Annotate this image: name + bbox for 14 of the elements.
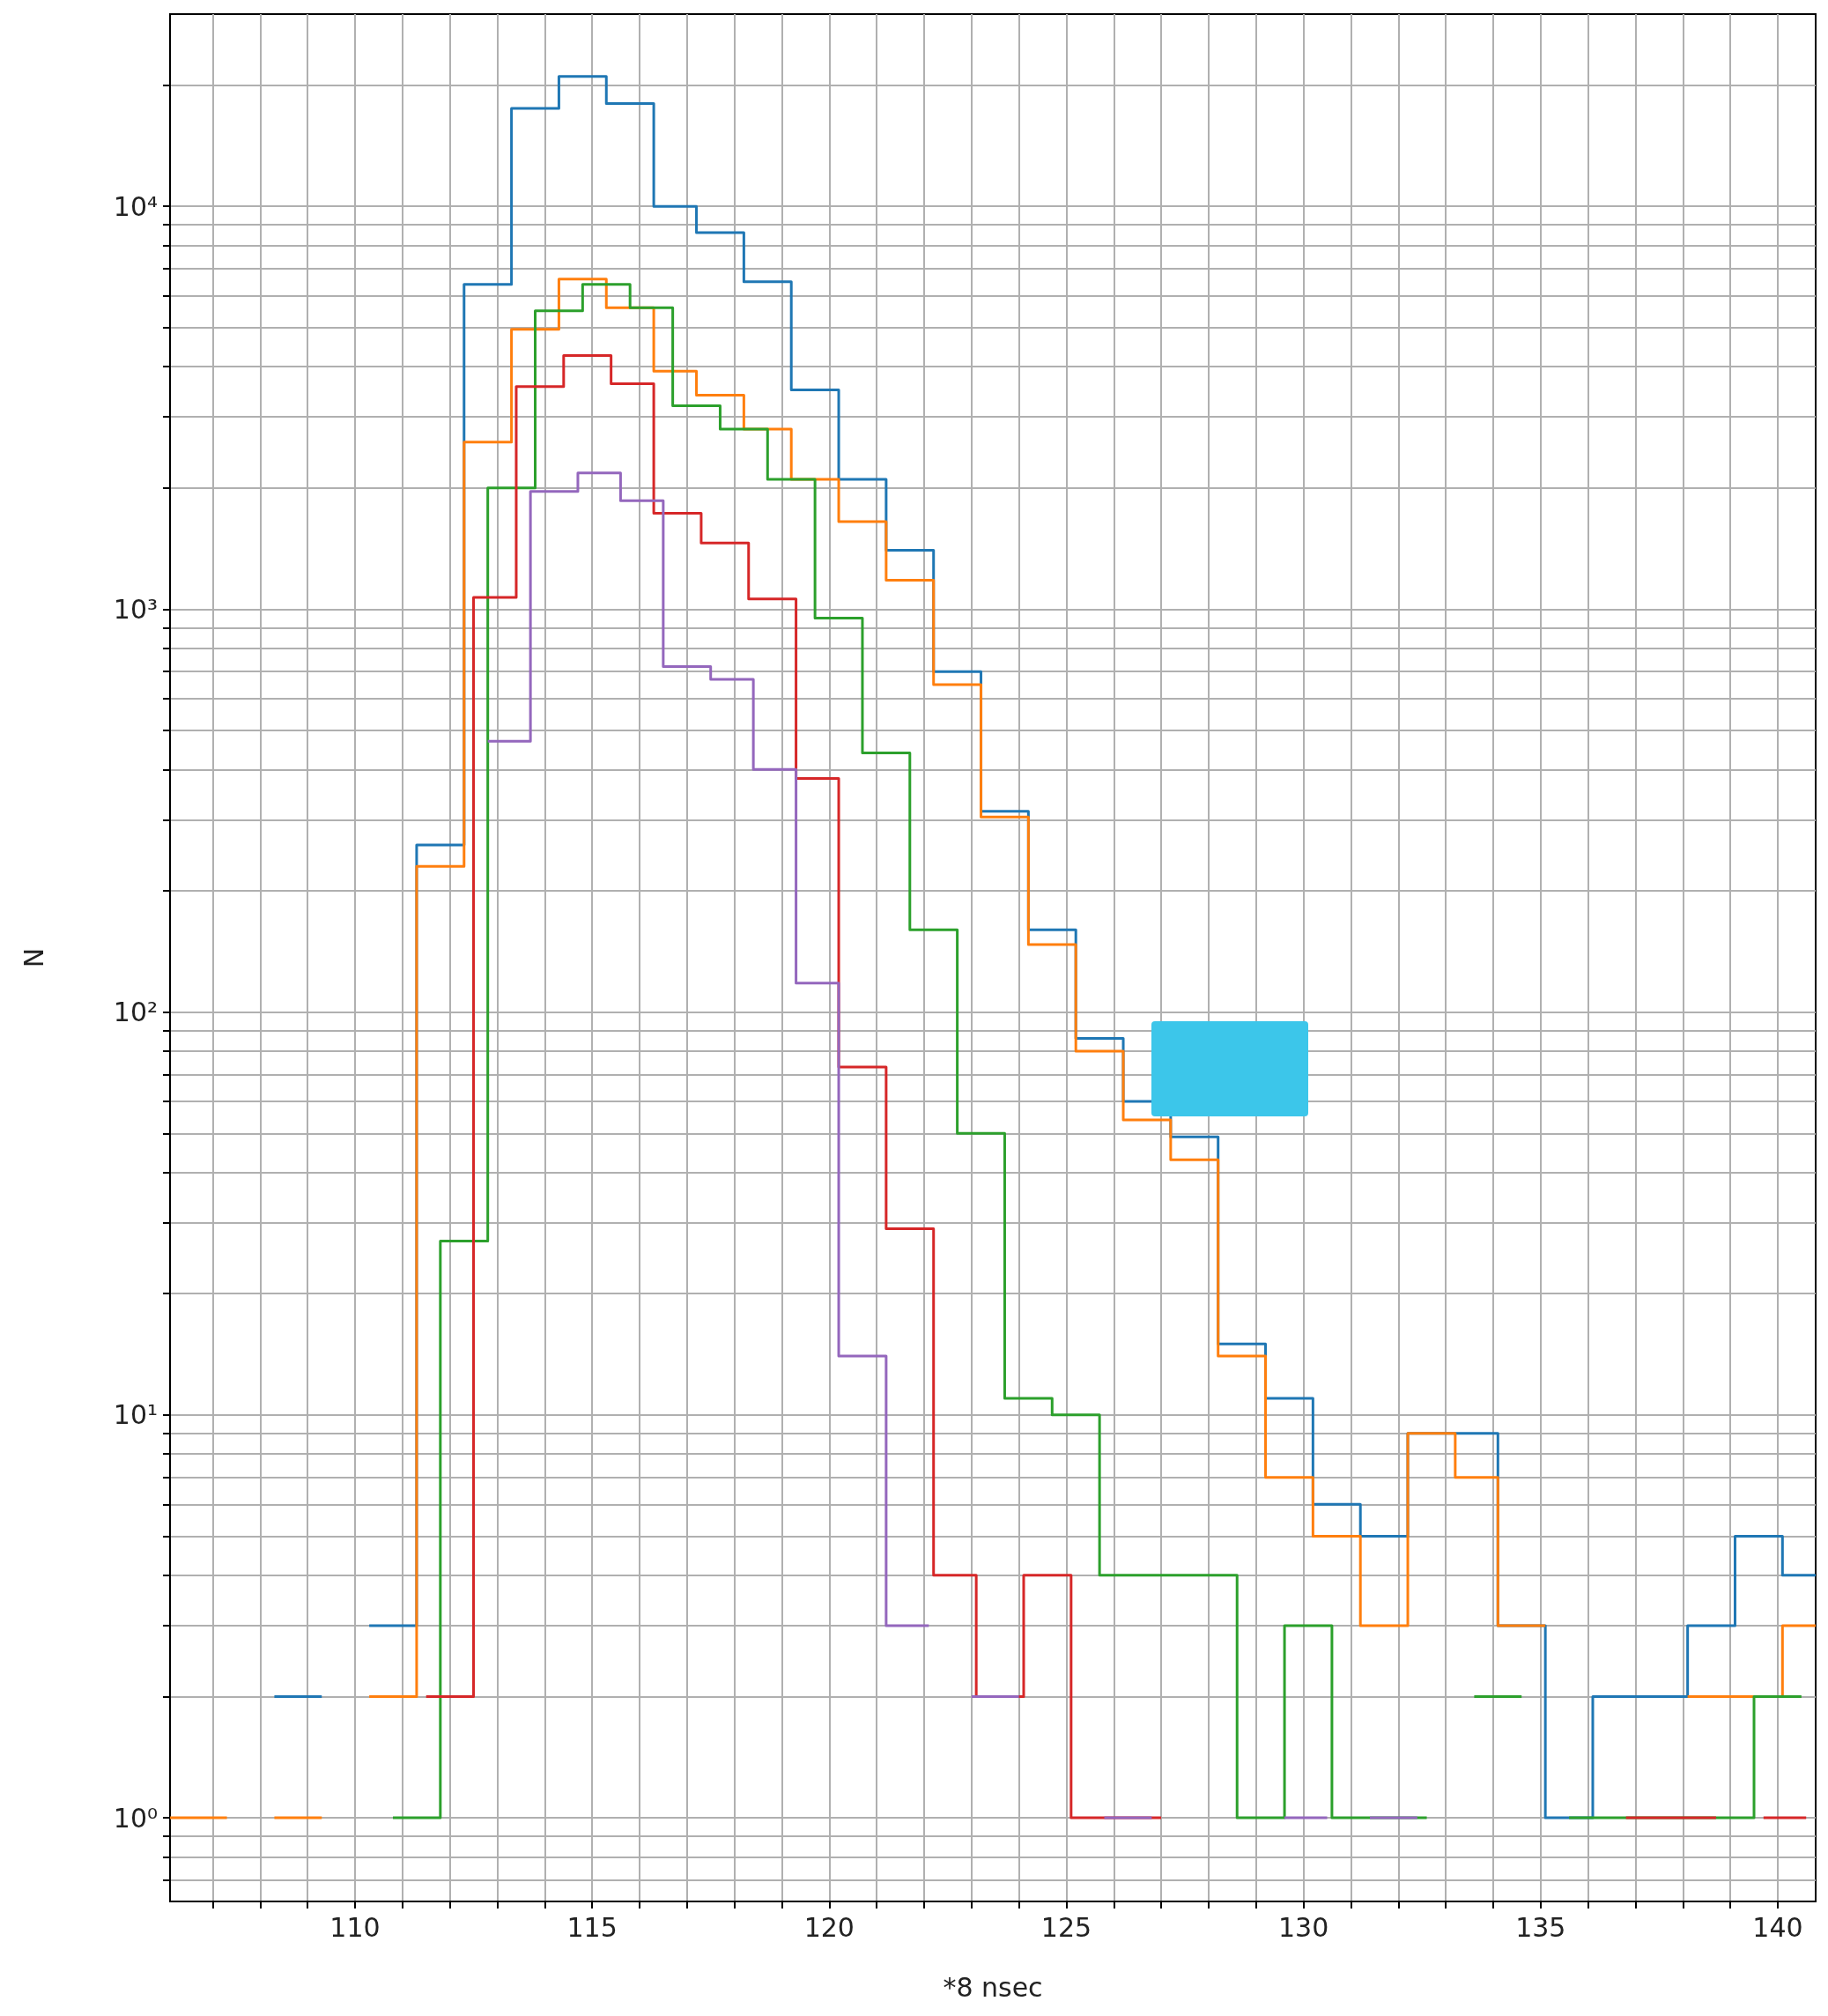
y-tick-label: 10² [113, 997, 158, 1028]
x-axis-title: *8 nsec [943, 1971, 1043, 2003]
y-axis-title: N [18, 947, 49, 968]
x-tick-label: 130 [1277, 1911, 1329, 1943]
y-tick-label: 10⁰ [113, 1802, 158, 1834]
x-tick-label: 125 [1040, 1911, 1092, 1943]
y-tick-label: 10³ [113, 593, 158, 625]
x-tick-label: 120 [803, 1911, 855, 1943]
x-tick-label: 110 [329, 1911, 381, 1943]
x-tick-label: 140 [1752, 1911, 1803, 1943]
y-tick-label: 10⁴ [113, 190, 158, 222]
x-tick-label: 115 [566, 1911, 618, 1943]
x-tick-label: 135 [1515, 1911, 1566, 1943]
y-tick-label: 10¹ [113, 1399, 158, 1431]
